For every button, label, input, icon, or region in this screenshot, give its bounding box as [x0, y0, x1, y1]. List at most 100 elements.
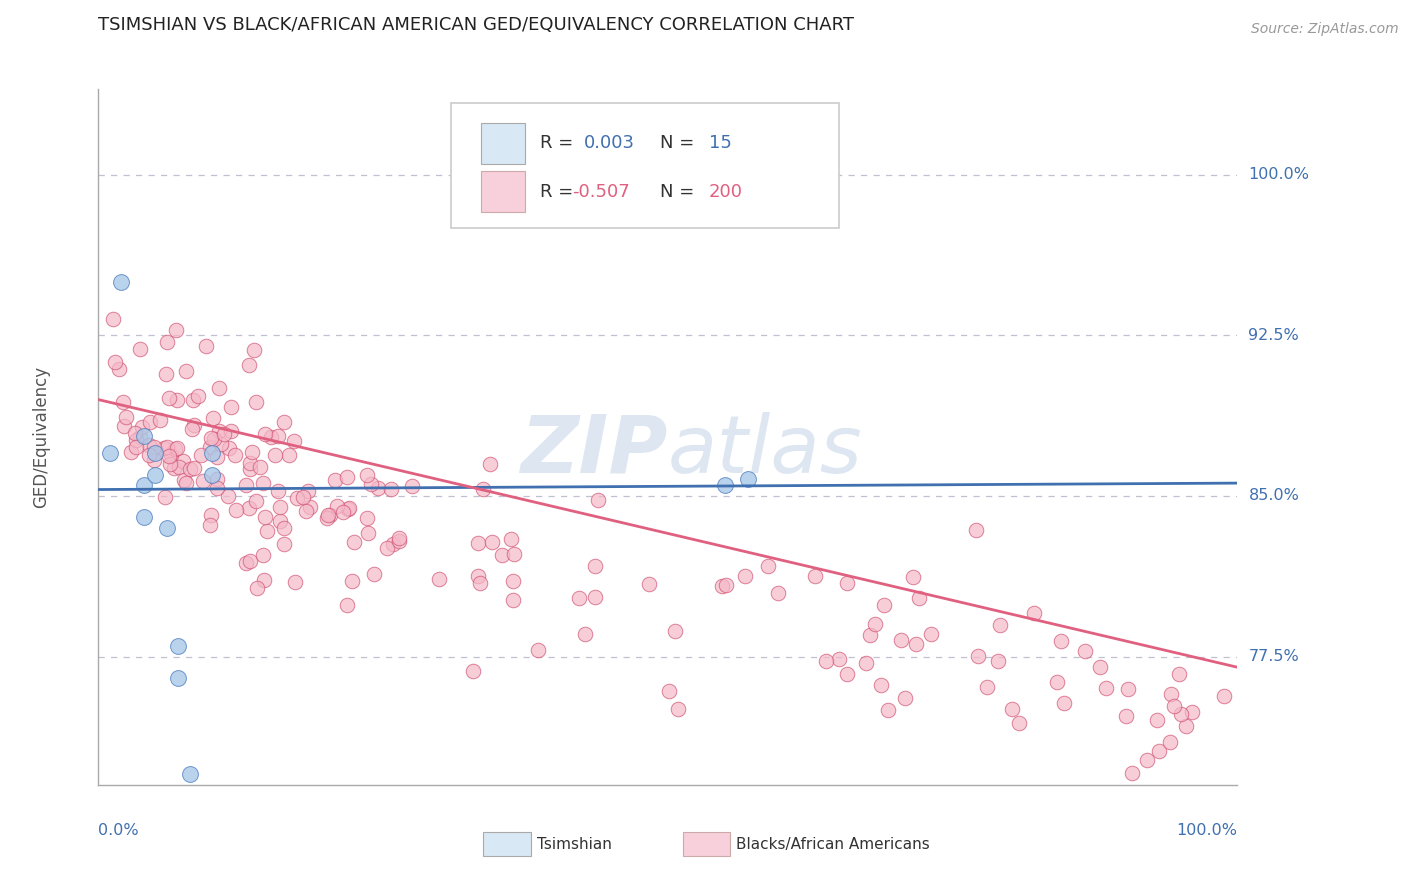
- Point: [195, 339, 218, 353]
- Point: [266, 483, 288, 498]
- Point: [1181, 705, 1204, 719]
- Point: [375, 541, 398, 555]
- Point: [1147, 744, 1170, 758]
- Point: [1160, 687, 1182, 701]
- Point: [267, 429, 290, 443]
- Point: [224, 448, 246, 462]
- Point: [212, 427, 235, 442]
- Point: [297, 483, 319, 498]
- Point: [202, 432, 225, 446]
- Point: [987, 655, 1010, 669]
- Point: [291, 490, 314, 504]
- Point: [264, 448, 287, 462]
- Point: [200, 508, 222, 522]
- Point: [201, 467, 224, 482]
- Point: [153, 441, 176, 455]
- Point: [1159, 735, 1181, 749]
- Point: [221, 400, 243, 414]
- Point: [132, 510, 155, 524]
- FancyBboxPatch shape: [484, 832, 531, 856]
- Point: [1213, 689, 1236, 703]
- Point: [174, 364, 197, 378]
- Point: [120, 444, 142, 458]
- Point: [336, 502, 359, 516]
- Point: [714, 478, 737, 492]
- Point: [360, 477, 382, 491]
- Point: [245, 493, 267, 508]
- Point: [1174, 719, 1197, 733]
- Point: [145, 467, 167, 482]
- Point: [165, 442, 187, 456]
- Point: [98, 446, 121, 460]
- Point: [201, 446, 224, 460]
- Point: [125, 441, 148, 455]
- FancyBboxPatch shape: [683, 832, 731, 856]
- Point: [273, 415, 295, 429]
- Point: [139, 415, 162, 429]
- Point: [1024, 607, 1046, 621]
- Point: [815, 655, 838, 669]
- Point: [138, 438, 160, 452]
- Point: [207, 381, 229, 395]
- Point: [101, 311, 124, 326]
- Point: [734, 568, 756, 582]
- Point: [583, 591, 606, 605]
- Point: [332, 505, 354, 519]
- Point: [180, 422, 202, 436]
- Text: 0.003: 0.003: [583, 135, 634, 153]
- Point: [243, 343, 266, 357]
- Point: [340, 574, 363, 589]
- Point: [463, 665, 485, 679]
- Point: [1121, 766, 1143, 780]
- Point: [1088, 660, 1111, 674]
- Point: [325, 499, 347, 513]
- Point: [104, 355, 127, 369]
- Point: [503, 547, 526, 561]
- Point: [870, 678, 893, 692]
- Text: GED/Equivalency: GED/Equivalency: [32, 366, 51, 508]
- Point: [336, 598, 359, 612]
- Point: [115, 410, 138, 425]
- Point: [190, 448, 212, 462]
- Point: [363, 567, 385, 582]
- Point: [316, 511, 339, 525]
- Point: [155, 367, 177, 381]
- Point: [357, 526, 380, 541]
- Point: [159, 458, 181, 472]
- Point: [901, 570, 924, 584]
- Point: [920, 626, 942, 640]
- Point: [367, 481, 389, 495]
- Point: [766, 585, 789, 599]
- Point: [157, 391, 180, 405]
- Point: [283, 434, 305, 449]
- Point: [249, 459, 271, 474]
- Point: [299, 500, 322, 514]
- Text: atlas: atlas: [668, 412, 863, 490]
- Point: [478, 457, 501, 471]
- Point: [238, 358, 260, 372]
- Point: [481, 535, 503, 549]
- Point: [165, 323, 187, 337]
- Point: [143, 440, 166, 454]
- Point: [859, 627, 882, 641]
- Point: [1046, 674, 1069, 689]
- FancyBboxPatch shape: [481, 171, 526, 212]
- Point: [208, 424, 231, 438]
- Point: [472, 483, 495, 497]
- Point: [217, 489, 239, 503]
- Point: [239, 456, 262, 470]
- Point: [356, 467, 378, 482]
- Point: [855, 656, 877, 670]
- Point: [737, 472, 759, 486]
- Point: [176, 475, 198, 490]
- Point: [890, 633, 912, 648]
- Text: 85.0%: 85.0%: [1249, 489, 1299, 503]
- Point: [381, 537, 404, 551]
- Point: [198, 518, 221, 533]
- Point: [356, 511, 378, 525]
- Point: [714, 578, 737, 592]
- Point: [221, 424, 243, 438]
- Point: [1115, 709, 1137, 723]
- Point: [467, 536, 489, 550]
- Point: [908, 591, 931, 606]
